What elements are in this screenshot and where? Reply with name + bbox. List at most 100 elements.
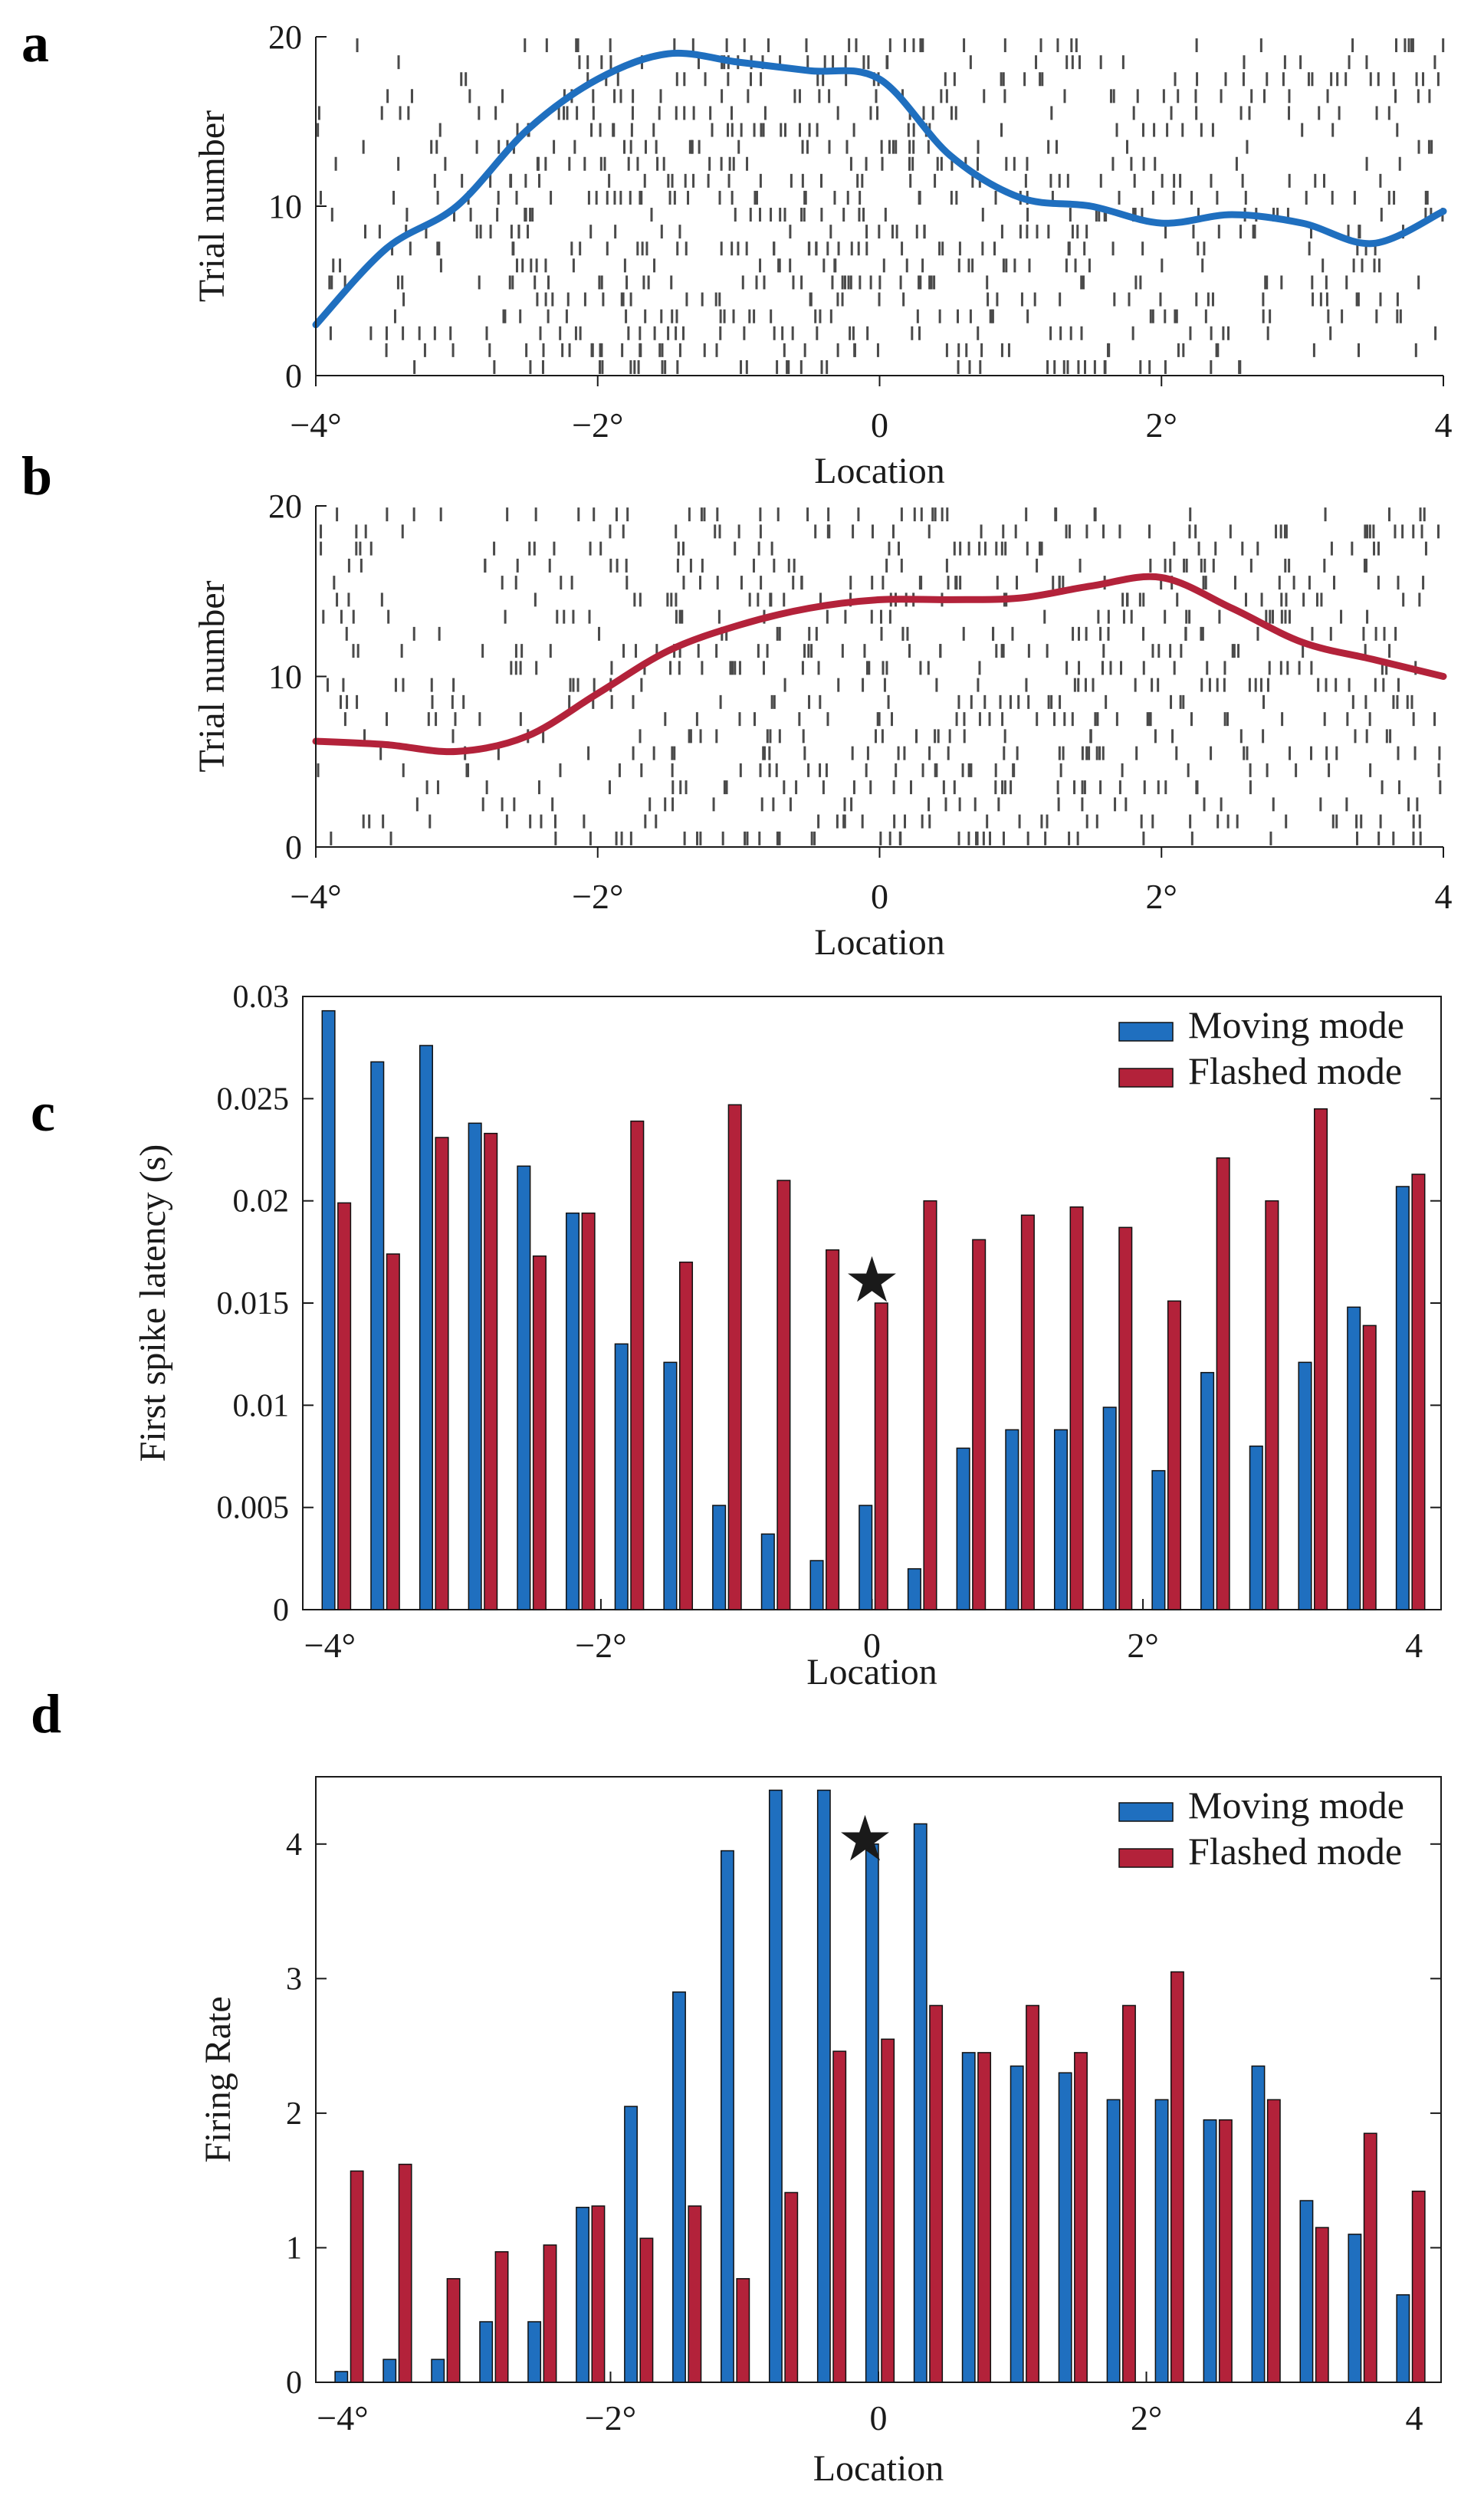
bar-moving-mode	[1106, 2099, 1121, 2383]
legend-label: Flashed mode	[1188, 1830, 1402, 1873]
bar-moving-mode	[1347, 1306, 1361, 1610]
x-tick-label: −2°	[575, 1626, 626, 1665]
bar-moving-mode	[1348, 2234, 1362, 2383]
x-tick-label: 2°	[1131, 2398, 1162, 2437]
bar-moving-mode	[663, 1361, 678, 1610]
bar-flashed-mode	[337, 1202, 352, 1610]
legend-label: Moving mode	[1188, 1784, 1404, 1827]
x-tick-label: 4	[1435, 405, 1453, 445]
bar-flashed-mode	[1170, 1971, 1184, 2383]
bar-moving-mode	[956, 1447, 970, 1610]
bar-moving-mode	[672, 1991, 686, 2383]
bar-flashed-mode	[1020, 1214, 1035, 1610]
bar-moving-mode	[1200, 1371, 1215, 1610]
panel-c: c 0 0.005 0.01 0.015 0.02 0.025 0.03 −4° −2° 0 2° 4 L…	[31, 980, 1442, 1692]
bar-moving-mode	[517, 1165, 531, 1610]
bar-flashed-mode	[832, 2050, 847, 2383]
x-tick-label: 0	[870, 2398, 888, 2437]
x-axis-label: Location	[813, 2448, 944, 2489]
bar-moving-mode	[1154, 2099, 1169, 2383]
bar-moving-mode	[1299, 2200, 1314, 2383]
y-tick-label: 10	[268, 188, 302, 225]
bar-flashed-mode	[688, 2205, 702, 2383]
bar-moving-mode	[614, 1343, 629, 1610]
y-tick-label: 0	[285, 357, 302, 395]
bar-flashed-mode	[977, 2052, 992, 2383]
legend-swatch	[1118, 1022, 1174, 1042]
bar-moving-mode	[1395, 1186, 1410, 1610]
bar-flashed-mode	[826, 1249, 840, 1610]
bar-flashed-mode	[591, 2205, 606, 2383]
bar-flashed-mode	[1069, 1206, 1084, 1610]
bars	[334, 1789, 1426, 2383]
x-tick-label: 4	[1406, 2398, 1423, 2437]
bar-flashed-mode	[972, 1239, 987, 1610]
panel-d: d 0 1 2 3 4 −4° −2° 0 2° 4 Location Firing Rate Movin…	[31, 1683, 1442, 2489]
legend-swatch	[1118, 1802, 1174, 1822]
x-axis-label: Location	[814, 451, 945, 491]
x-tick-label: −2°	[572, 405, 623, 445]
x-tick-label: −2°	[585, 2398, 636, 2437]
y-axis-label: Firing Rate	[198, 1996, 238, 2162]
x-tick-label: −4°	[290, 405, 341, 445]
bar-flashed-mode	[1074, 2052, 1088, 2383]
x-tick-label: 0	[871, 405, 888, 445]
bar-flashed-mode	[1315, 2227, 1329, 2383]
bar-moving-mode	[760, 1533, 775, 1610]
spike-raster	[317, 507, 1442, 845]
x-axis-label: Location	[806, 1652, 937, 1692]
y-axis-label: Trial number	[192, 110, 232, 302]
y-tick-label: 0	[273, 1593, 289, 1628]
x-tick-label: −4°	[317, 2398, 368, 2437]
bar-flashed-mode	[398, 2163, 412, 2383]
bar-moving-mode	[419, 1045, 433, 1610]
y-tick-label: 0.01	[233, 1388, 290, 1423]
legend-swatch	[1118, 1848, 1174, 1868]
bar-flashed-mode	[874, 1302, 888, 1610]
bar-flashed-mode	[1314, 1108, 1328, 1610]
bar-flashed-mode	[639, 2237, 654, 2383]
bar-moving-mode	[321, 1009, 336, 1610]
bar-flashed-mode	[1363, 2132, 1377, 2383]
y-tick-label: 0.025	[217, 1082, 290, 1117]
bar-flashed-mode	[1122, 2004, 1136, 2383]
x-tick-label: 4	[1435, 877, 1453, 916]
series-line-moving-mode	[312, 49, 1447, 329]
star-marker: ★	[844, 1246, 901, 1315]
bar-flashed-mode	[727, 1104, 742, 1610]
bar-moving-mode	[431, 2359, 445, 2383]
bar-moving-mode	[809, 1560, 824, 1610]
bar-flashed-mode	[350, 2170, 364, 2383]
bar-flashed-mode	[494, 2250, 509, 2383]
bar-moving-mode	[913, 1823, 927, 2383]
legend-swatch	[1118, 1068, 1174, 1088]
bar-moving-mode	[1053, 1429, 1069, 1610]
bar-moving-mode	[1249, 1445, 1263, 1610]
bar-moving-mode	[468, 1122, 482, 1610]
bar-moving-mode	[961, 2052, 976, 2383]
panel-label-d: d	[31, 1683, 61, 1745]
bar-flashed-mode	[581, 1212, 596, 1610]
bar-flashed-mode	[1167, 1300, 1181, 1610]
y-axis-label: First spike latency (s)	[133, 1144, 173, 1462]
bar-flashed-mode	[1411, 2190, 1426, 2383]
bar-moving-mode	[1005, 1429, 1019, 1610]
bar-flashed-mode	[1218, 2119, 1233, 2383]
x-tick-label: 2°	[1146, 877, 1177, 916]
bar-flashed-mode	[532, 1255, 547, 1610]
x-axis-label: Location	[814, 922, 945, 963]
y-tick-label: 2	[286, 2096, 302, 2132]
bar-flashed-mode	[1266, 2099, 1281, 2383]
bar-moving-mode	[382, 2359, 397, 2383]
y-axis-label: Trial number	[192, 580, 232, 772]
bar-moving-mode	[370, 1061, 385, 1610]
bar-moving-mode	[1203, 2119, 1217, 2383]
spike-raster	[317, 38, 1445, 374]
y-tick-label: 0.03	[233, 980, 290, 1015]
legend-label: Flashed mode	[1188, 1049, 1402, 1092]
bar-moving-mode	[1151, 1469, 1166, 1610]
y-tick-label: 20	[268, 487, 302, 525]
